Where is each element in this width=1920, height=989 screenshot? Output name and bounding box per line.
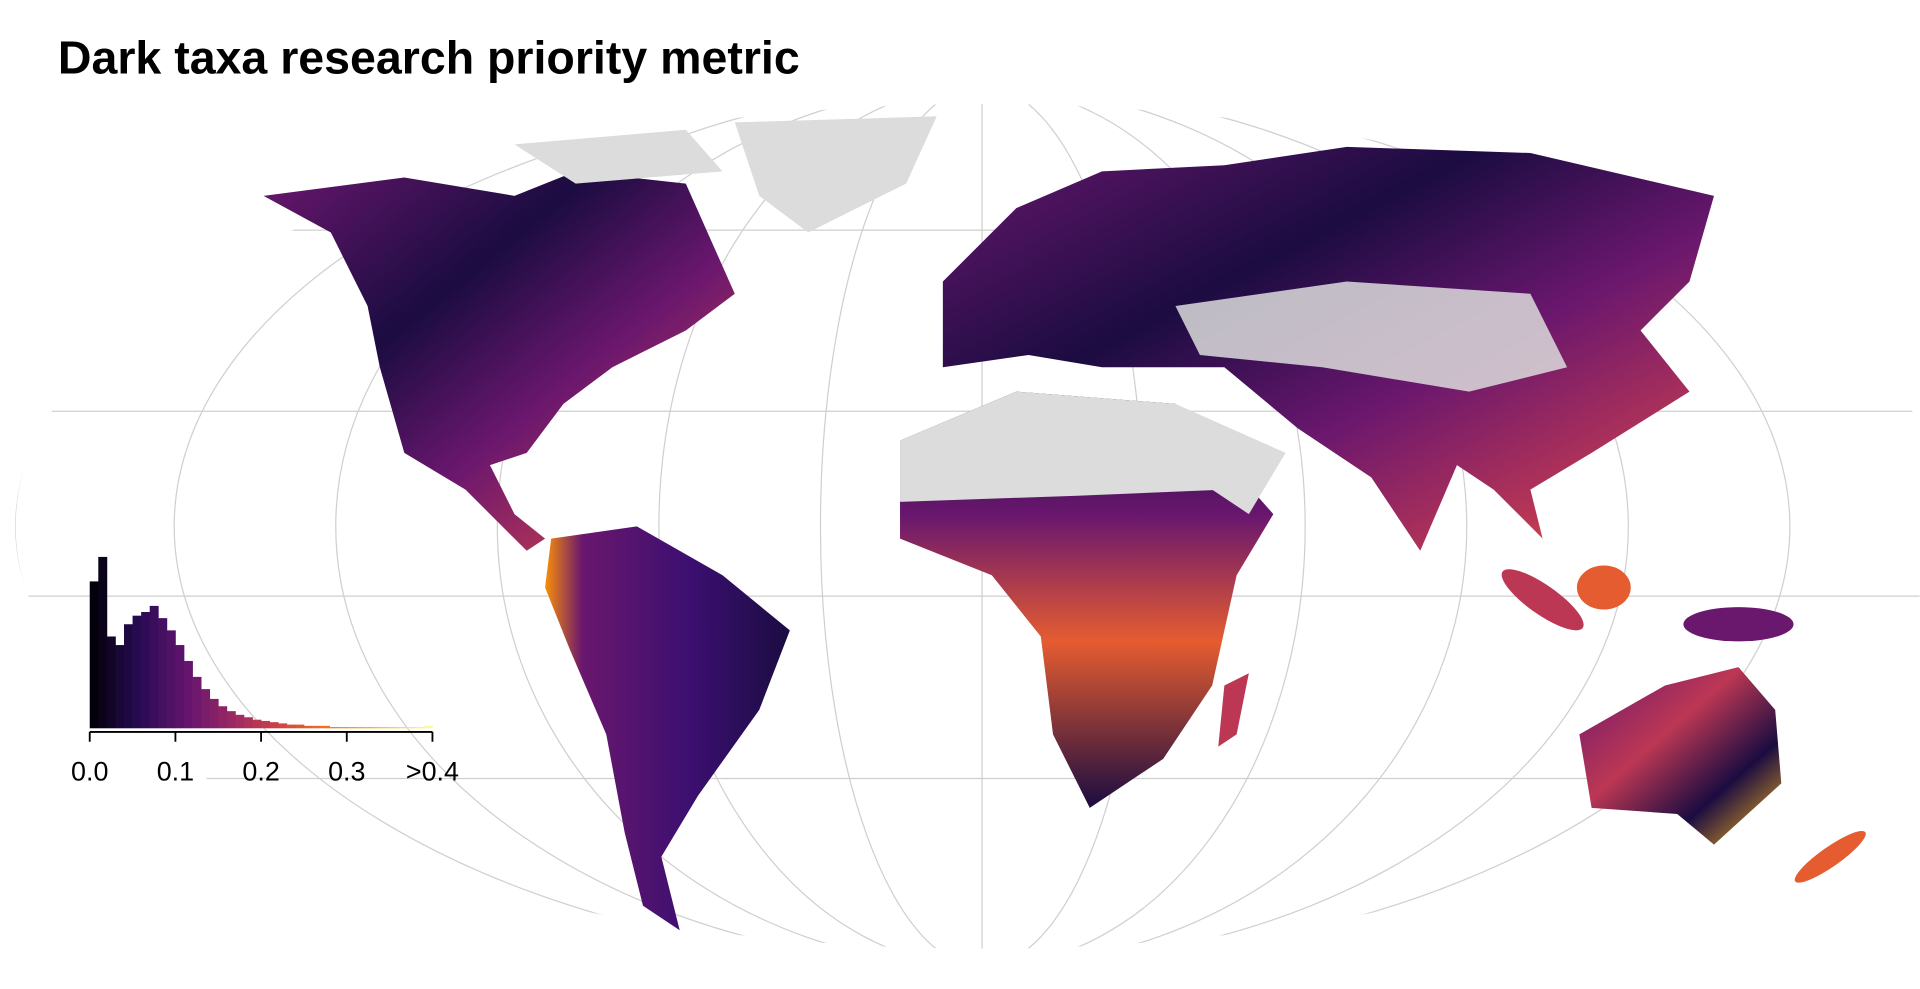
histogram-bar — [226, 711, 236, 729]
histogram-bar — [201, 689, 211, 729]
histogram-bar — [406, 727, 416, 729]
histogram-bar — [183, 660, 193, 729]
histogram-bar — [363, 727, 373, 729]
histogram-bar — [158, 618, 168, 729]
histogram-bar — [295, 724, 305, 729]
histogram-bar — [132, 615, 142, 729]
histogram-bar — [423, 725, 433, 729]
histogram-bar — [372, 727, 382, 729]
histogram-bar — [312, 725, 322, 729]
histogram-bar — [355, 727, 365, 729]
histogram-bar — [303, 725, 313, 729]
histogram-bar — [415, 727, 425, 729]
histogram-bar — [209, 698, 219, 729]
histogram-bar — [166, 630, 176, 729]
histogram-bar — [124, 624, 133, 729]
histogram-bar — [235, 714, 245, 729]
histogram-bar — [321, 725, 331, 729]
histogram-bar — [346, 727, 356, 729]
histogram-bar — [389, 727, 399, 729]
histogram-bar — [278, 723, 288, 729]
histogram-bar — [398, 727, 408, 729]
histogram-bar — [218, 706, 228, 729]
histogram-bar — [261, 720, 271, 729]
histogram-bar — [175, 645, 185, 729]
x-tick-label: 0.1 — [157, 757, 194, 787]
histogram-bar — [106, 636, 116, 729]
histogram-bar — [381, 727, 390, 729]
histogram-bar — [329, 727, 339, 729]
x-tick-label: >0.4 — [406, 757, 459, 787]
map-title: Dark taxa research priority metric — [58, 31, 800, 83]
histogram-bar — [243, 717, 253, 729]
histogram-bar — [98, 556, 108, 729]
histogram-bar — [286, 724, 296, 729]
x-tick-label: 0.3 — [328, 757, 365, 787]
land — [263, 116, 1866, 931]
histogram-bar — [115, 645, 125, 729]
histogram-bar — [141, 612, 151, 729]
histogram-bar — [338, 727, 348, 729]
histogram-bar — [252, 719, 262, 729]
histogram-bar — [192, 676, 202, 729]
histogram-bar — [149, 605, 159, 729]
histogram-legend: 0.0 0.1 0.2 0.3 >0.4 — [71, 556, 459, 787]
histogram-bar — [269, 722, 279, 729]
x-tick-label: 0.0 — [71, 757, 108, 787]
histogram-bar — [89, 581, 99, 729]
x-tick-label: 0.2 — [242, 757, 279, 787]
